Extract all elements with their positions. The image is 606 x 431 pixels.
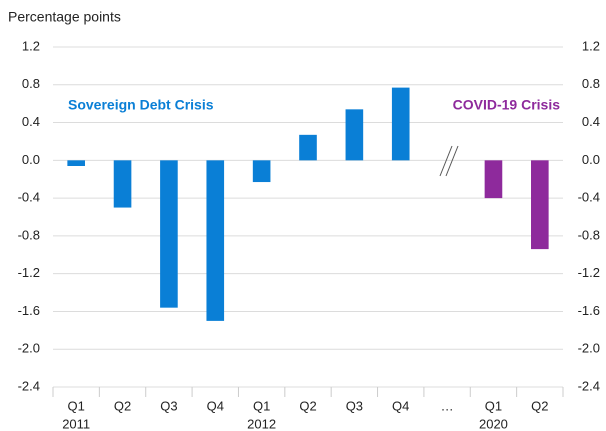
annotation: Sovereign Debt Crisis: [68, 97, 214, 113]
x-tick-label: Q4: [207, 398, 224, 413]
y-tick-label: -0.4: [18, 190, 40, 205]
y2-tick-label: -0.8: [578, 227, 600, 242]
y-tick-label: 0.0: [22, 152, 40, 167]
x-group-label: 2011: [62, 416, 90, 431]
y2-tick-label: -0.4: [578, 190, 600, 205]
bar: [484, 160, 503, 199]
bar: [160, 160, 178, 308]
x-tick-label: Q3: [346, 398, 363, 413]
x-tick-label: Q1: [485, 398, 502, 413]
y-tick-label: -2.4: [18, 378, 40, 393]
y-tick-label: 0.4: [22, 114, 40, 129]
x-tick-label: Q4: [392, 398, 409, 413]
y-axis-label: Percentage points: [8, 9, 121, 25]
bar: [113, 160, 132, 208]
y2-tick-label: 0.8: [582, 76, 600, 91]
x-tick-label: …: [441, 398, 454, 413]
y-tick-label: 1.2: [22, 38, 40, 53]
bar: [345, 109, 364, 161]
x-tick-label: Q1: [68, 398, 85, 413]
bar: [67, 160, 85, 166]
y2-tick-label: -2.0: [578, 341, 600, 356]
y-tick-label: -1.6: [18, 303, 40, 318]
axis-break: [439, 145, 459, 177]
x-tick-label: Q2: [299, 398, 316, 413]
x-tick-label: Q1: [253, 398, 270, 413]
bar: [299, 134, 317, 161]
y-tick-label: -2.0: [18, 341, 40, 356]
y2-tick-label: -2.4: [578, 378, 600, 393]
annotation: COVID-19 Crisis: [453, 97, 561, 113]
y-tick-label: 0.8: [22, 76, 40, 91]
y2-tick-label: 0.0: [582, 152, 600, 167]
y2-tick-label: -1.2: [578, 265, 600, 280]
x-tick-label: Q2: [531, 398, 548, 413]
y2-tick-label: 1.2: [582, 38, 600, 53]
x-group-label: 2020: [479, 416, 508, 431]
y-tick-label: -0.8: [18, 227, 40, 242]
bar: [531, 160, 549, 250]
bar: [252, 160, 271, 183]
bar: [206, 160, 225, 321]
y-tick-label: -1.2: [18, 265, 40, 280]
x-group-label: 2012: [247, 416, 276, 431]
x-tick-label: Q2: [114, 398, 131, 413]
y2-tick-label: -1.6: [578, 303, 600, 318]
y2-tick-label: 0.4: [582, 114, 600, 129]
x-tick-label: Q3: [160, 398, 177, 413]
bar: [391, 87, 410, 161]
